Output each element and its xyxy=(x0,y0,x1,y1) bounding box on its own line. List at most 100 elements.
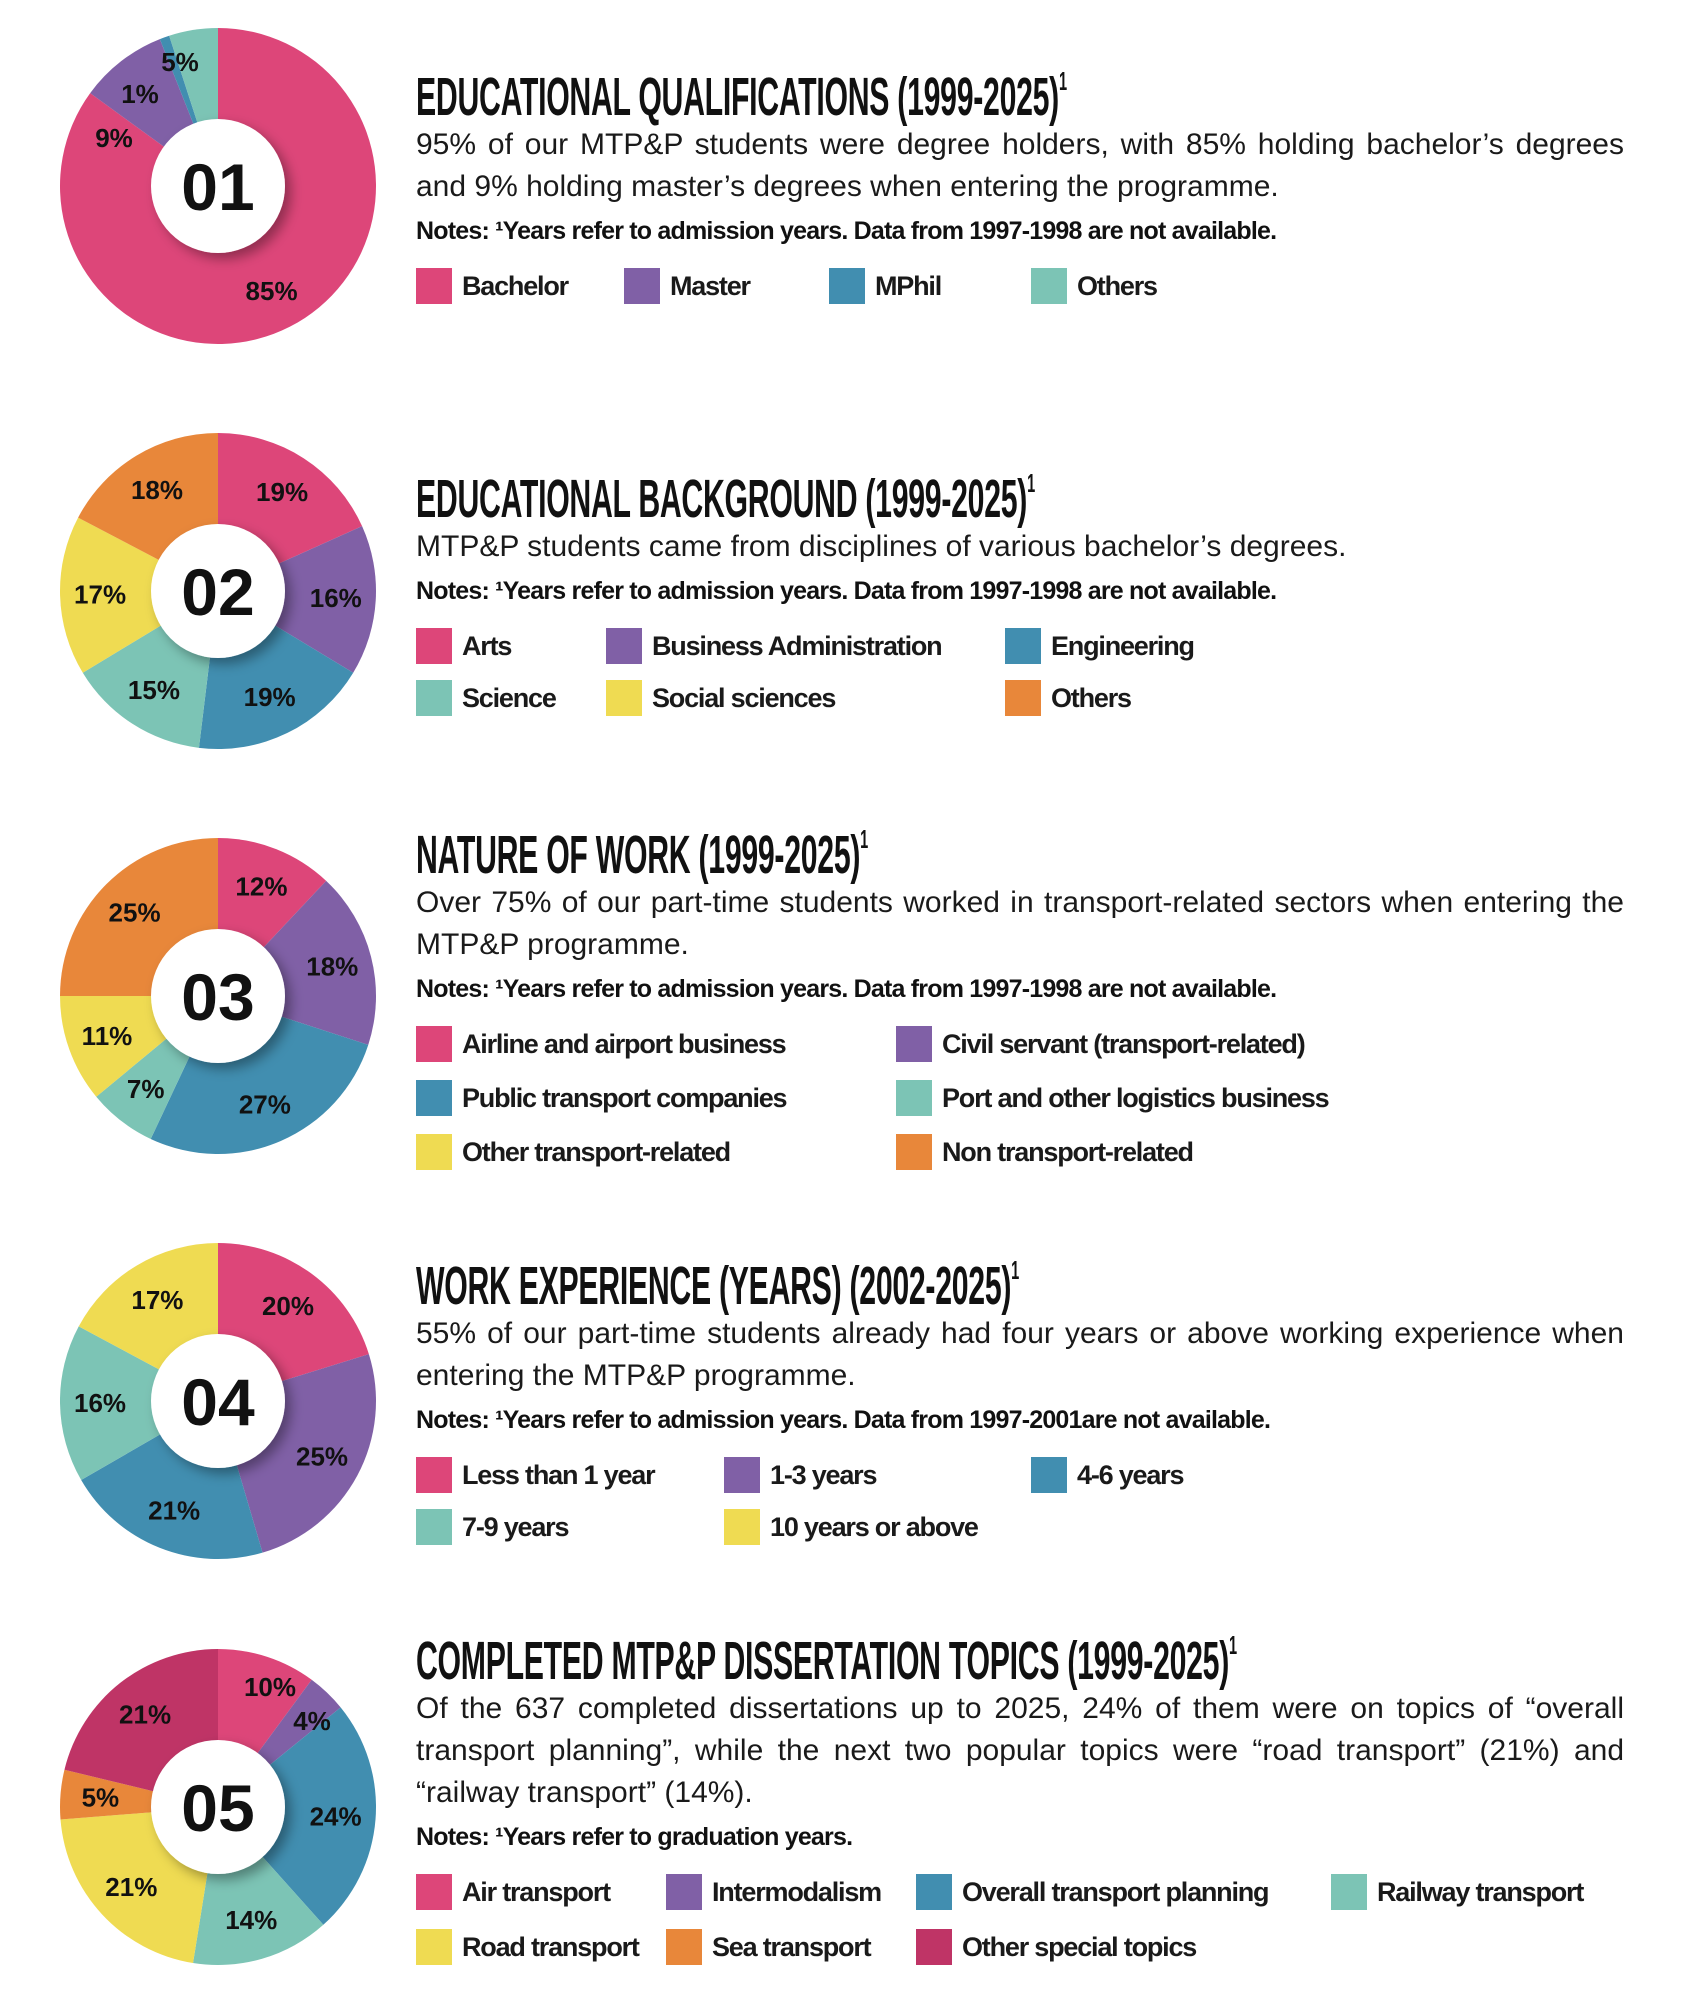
pie-slice xyxy=(59,1326,218,1480)
donut-hole xyxy=(151,929,285,1063)
slice-label: 14% xyxy=(225,1905,277,1935)
section-text: NATURE OF WORK (1999-2025)1 Over 75% of o… xyxy=(416,824,1624,1188)
legend-label: 1-3 years xyxy=(770,1459,878,1490)
legend-label: Others xyxy=(1051,682,1132,713)
legend-label: Railway transport xyxy=(1377,1876,1584,1907)
legend-label: Business Administration xyxy=(652,630,943,661)
section-number: 02 xyxy=(181,555,254,629)
slice-label: 21% xyxy=(105,1872,157,1902)
legend-swatch xyxy=(666,1929,702,1965)
legend-label: Airline and airport business xyxy=(462,1028,787,1059)
footnote-marker: 1 xyxy=(1027,468,1035,498)
slice-label: 1% xyxy=(121,79,159,109)
legend-item: Railway transport xyxy=(1331,1874,1584,1910)
legend: Arts Business Administration Engineering Sc… xyxy=(416,628,1624,732)
donut-chart: 10% 4% 24% 14% 21% 5% 21% 05 xyxy=(58,1647,378,1967)
section-description: Over 75% of our part-time students worke… xyxy=(416,886,1624,961)
legend-item: Port and other logistics business xyxy=(896,1080,1330,1116)
section-text: COMPLETED MTP&P DISSERTATION TOPICS (199… xyxy=(416,1630,1624,1984)
legend-label: Engineering xyxy=(1051,630,1195,661)
slice-label: 16% xyxy=(74,1388,126,1418)
pie-slice xyxy=(60,517,218,673)
legend-label: Public transport companies xyxy=(462,1082,788,1113)
slice-label: 25% xyxy=(109,898,161,928)
legend-swatch xyxy=(416,1080,452,1116)
legend-label: 10 years or above xyxy=(770,1511,979,1542)
section-notes: Notes: ¹Years refer to graduation years. xyxy=(416,1823,853,1851)
legend-item: Master xyxy=(624,268,751,304)
title-text: NATURE OF WORK (1999-2025) xyxy=(416,825,861,885)
legend-label: Non transport-related xyxy=(942,1136,1194,1167)
legend-swatch xyxy=(1331,1874,1367,1910)
legend: Air transport Intermodalism Overall transp… xyxy=(416,1874,1624,1984)
legend-swatch xyxy=(416,680,452,716)
legend-swatch xyxy=(416,1509,452,1545)
donut-hole xyxy=(151,119,285,253)
legend-item: Less than 1 year xyxy=(416,1457,656,1493)
legend-item: Road transport xyxy=(416,1929,640,1965)
legend-label: Bachelor xyxy=(462,270,569,301)
legend-item: MPhil xyxy=(829,268,942,304)
legend-swatch xyxy=(724,1509,760,1545)
legend-swatch xyxy=(416,1134,452,1170)
legend-swatch xyxy=(416,1929,452,1965)
section-title: EDUCATIONAL BACKGROUND (1999-2025)1 xyxy=(416,468,1092,530)
legend-item: Airline and airport business xyxy=(416,1026,787,1062)
section-notes: Notes: ¹Years refer to admission years. … xyxy=(416,1406,1271,1434)
slice-label: 17% xyxy=(131,1285,183,1315)
legend-item: Arts xyxy=(416,628,512,664)
legend-label: Arts xyxy=(462,630,512,661)
legend-swatch xyxy=(896,1080,932,1116)
legend-label: Port and other logistics business xyxy=(942,1082,1330,1113)
legend-item: Civil servant (transport-related) xyxy=(896,1026,1306,1062)
section-description: Of the 637 completed dissertations up to… xyxy=(416,1692,1624,1809)
section-number: 01 xyxy=(181,150,254,224)
section-notes: Notes: ¹Years refer to admission years. … xyxy=(416,577,1277,605)
legend-swatch xyxy=(829,268,865,304)
legend-label: Master xyxy=(670,270,751,301)
slice-label: 11% xyxy=(82,1021,133,1051)
section-number: 05 xyxy=(181,1771,254,1845)
legend-item: Intermodalism xyxy=(666,1874,882,1910)
footnote-marker: 1 xyxy=(860,824,868,854)
slice-label: 15% xyxy=(128,675,180,705)
legend-swatch xyxy=(416,1457,452,1493)
legend-item: Engineering xyxy=(1005,628,1195,664)
legend-item: Non transport-related xyxy=(896,1134,1194,1170)
section-notes: Notes: ¹Years refer to admission years. … xyxy=(416,217,1277,245)
legend-label: Other transport-related xyxy=(462,1136,731,1167)
donut-chart: 19% 16% 19% 15% 17% 18% 02 xyxy=(58,431,378,751)
section-title: WORK EXPERIENCE (YEARS) (2002-2025)1 xyxy=(416,1255,1092,1317)
legend-item: Sea transport xyxy=(666,1929,872,1965)
section-number: 04 xyxy=(181,1365,255,1439)
legend-item: Social sciences xyxy=(606,680,836,716)
slice-label: 85% xyxy=(246,276,298,306)
title-text: EDUCATIONAL BACKGROUND (1999-2025) xyxy=(416,469,1028,529)
legend-label: MPhil xyxy=(875,270,942,301)
donut-hole xyxy=(151,524,285,658)
legend-swatch xyxy=(606,628,642,664)
slice-label: 18% xyxy=(131,475,183,505)
legend-swatch xyxy=(724,1457,760,1493)
legend-swatch xyxy=(896,1026,932,1062)
slice-label: 21% xyxy=(148,1496,200,1526)
legend-label: Science xyxy=(462,682,557,713)
legend-label: Overall transport planning xyxy=(962,1876,1270,1907)
legend-swatch xyxy=(666,1874,702,1910)
slice-label: 4% xyxy=(293,1706,331,1736)
legend-swatch xyxy=(1005,680,1041,716)
donut-hole xyxy=(151,1740,285,1874)
donut-chart: 12% 18% 27% 7% 11% 25% 03 xyxy=(58,836,378,1156)
slice-label: 17% xyxy=(74,580,126,610)
legend-label: Others xyxy=(1077,270,1158,301)
footnote-marker: 1 xyxy=(1011,1255,1019,1285)
legend-label: Air transport xyxy=(462,1876,611,1907)
slice-label: 20% xyxy=(262,1291,314,1321)
legend-item: Science xyxy=(416,680,557,716)
legend-swatch xyxy=(896,1134,932,1170)
footnote-marker: 1 xyxy=(1229,1630,1237,1660)
title-text: COMPLETED MTP&P DISSERTATION TOPICS (199… xyxy=(416,1631,1230,1691)
section-description: MTP&P students came from disciplines of … xyxy=(416,530,1347,563)
legend-label: Other special topics xyxy=(962,1931,1197,1962)
pie-slice xyxy=(218,1707,376,1925)
